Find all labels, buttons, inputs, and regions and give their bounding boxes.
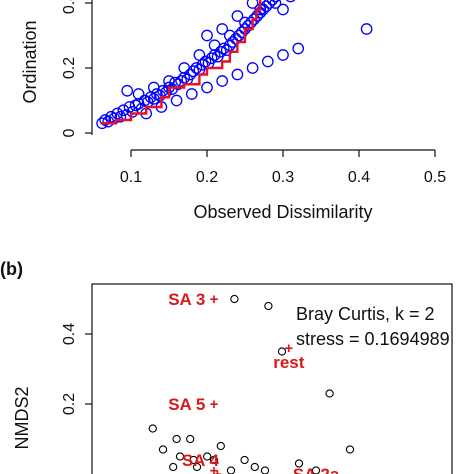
panel-a-point bbox=[231, 10, 244, 22]
panel-b-group-label: SA 2a bbox=[293, 465, 340, 474]
panel-b-y-tick-label: 0.4 bbox=[61, 323, 78, 345]
panel-a-point bbox=[193, 49, 206, 61]
panel-a-point bbox=[121, 84, 134, 97]
panel-a-point bbox=[184, 68, 197, 81]
panel-b-site-point bbox=[203, 452, 212, 461]
panel-a-point bbox=[285, 0, 296, 3]
panel-a-point bbox=[292, 42, 305, 55]
panel-b-group-label: SA 3 bbox=[168, 290, 205, 309]
panel-b: (b) 0.2 0.4 NMDS2 Bray Curtis, k = 2 stre… bbox=[0, 259, 453, 474]
panel-a-point bbox=[231, 68, 244, 81]
panel-b-centroid-marker: + bbox=[210, 463, 219, 474]
panel-a-point bbox=[175, 75, 188, 87]
panel-a-x-tick-label: 0.2 bbox=[196, 169, 218, 186]
panel-b-site-point bbox=[250, 462, 259, 472]
panel-a-point bbox=[170, 94, 183, 107]
panel-a-points bbox=[96, 0, 373, 130]
panel-a-point bbox=[111, 107, 124, 120]
panel-b-site-point bbox=[169, 462, 178, 472]
panel-b-site-point bbox=[209, 455, 219, 465]
panel-a-point bbox=[178, 62, 191, 74]
panel-a-point bbox=[185, 88, 198, 100]
panel-a-point bbox=[246, 0, 259, 9]
panel-b-site-points bbox=[148, 294, 355, 474]
panel-a-point bbox=[132, 88, 145, 100]
panel-a-point bbox=[270, 0, 281, 3]
panel-b-legend-line1: Bray Curtis, k = 2 bbox=[296, 304, 435, 324]
panel-b-site-point bbox=[226, 466, 236, 474]
panel-b-site-point bbox=[260, 466, 270, 474]
panel-a: 0 0.2 0.4 Ordination 0.1 0.2 0.3 0.4 0.5 Obser… bbox=[20, 0, 446, 222]
panel-b-site-point bbox=[240, 455, 249, 465]
panel-a-point bbox=[216, 23, 229, 35]
panel-a-point bbox=[269, 0, 282, 9]
panel-a-point bbox=[266, 0, 279, 6]
panel-b-site-point bbox=[172, 434, 181, 444]
panel-a-x-tick-label: 0.5 bbox=[424, 169, 446, 186]
panel-a-point bbox=[223, 39, 236, 52]
panel-b-group-label: SA 4 bbox=[182, 451, 220, 470]
panel-b-y-tick-label: 0.2 bbox=[61, 393, 78, 415]
panel-b-site-point bbox=[294, 459, 304, 468]
panel-b-plot-frame bbox=[91, 283, 453, 474]
panel-b-site-point bbox=[186, 434, 195, 444]
panel-a-y-tick-label: 0 bbox=[61, 128, 78, 137]
panel-b-site-point bbox=[345, 445, 355, 454]
panel-a-y-tick-label: 0.4 bbox=[61, 0, 78, 14]
panel-a-point bbox=[208, 39, 221, 52]
panel-a-point bbox=[205, 52, 218, 65]
panel-a-point bbox=[360, 23, 373, 35]
panel-b-centroid-marker: + bbox=[210, 396, 219, 413]
panel-a-point bbox=[277, 3, 289, 16]
panel-b-centroid-marker: + bbox=[210, 291, 219, 308]
panel-b-site-point bbox=[325, 389, 334, 398]
panel-a-step-line bbox=[100, 0, 262, 125]
panel-b-y-label: NMDS2 bbox=[12, 386, 32, 449]
panel-b-centroid-marker: + bbox=[213, 466, 222, 474]
panel-a-point bbox=[163, 75, 175, 87]
panel-b-site-point bbox=[311, 466, 321, 474]
panel-a-x-tick-label: 0.4 bbox=[348, 169, 370, 186]
panel-a-point bbox=[147, 81, 160, 94]
panel-b-site-point bbox=[158, 445, 168, 454]
panel-b-site-point bbox=[148, 424, 157, 433]
panel-a-point bbox=[277, 49, 289, 61]
panel-a-x-label: Observed Dissimilarity bbox=[193, 202, 372, 222]
panel-a-point bbox=[261, 55, 274, 68]
panel-a-point bbox=[263, 0, 276, 9]
panel-a-point bbox=[246, 62, 259, 74]
panel-a-point bbox=[230, 32, 242, 45]
panel-b-centroid-marker: + bbox=[284, 340, 293, 357]
panel-b-site-point bbox=[216, 441, 225, 451]
panel-b-site-point bbox=[175, 452, 185, 461]
panel-a-point bbox=[216, 75, 229, 87]
panel-b-site-point bbox=[230, 294, 239, 304]
panel-a-point bbox=[245, 16, 257, 29]
panel-a-point bbox=[114, 110, 127, 123]
panel-b-site-point bbox=[189, 455, 198, 465]
panel-b-site-point bbox=[192, 462, 202, 472]
panel-a-x-ticks: 0.1 0.2 0.3 0.4 0.5 bbox=[120, 150, 446, 186]
panel-a-x-tick-label: 0.1 bbox=[120, 169, 142, 186]
panel-a-x-tick-label: 0.3 bbox=[272, 169, 294, 186]
panel-b-group-label: SA 5 bbox=[168, 395, 205, 414]
panel-b-legend-line2: stress = 0.1694989 bbox=[296, 329, 450, 349]
panel-a-y-tick-label: 0.2 bbox=[61, 57, 78, 79]
panel-b-site-point bbox=[264, 301, 273, 311]
panel-b-group-label: rest bbox=[273, 353, 305, 372]
panel-b-label: (b) bbox=[0, 259, 23, 279]
panel-a-point bbox=[214, 45, 227, 58]
panel-a-point bbox=[201, 29, 213, 42]
panel-b-y-ticks: 0.2 0.4 bbox=[61, 323, 92, 415]
panel-a-y-label: Ordination bbox=[20, 20, 40, 103]
panel-a-point bbox=[223, 29, 236, 42]
panel-a-y-ticks: 0 0.2 0.4 bbox=[61, 0, 92, 137]
panel-b-site-point bbox=[277, 347, 287, 356]
panel-a-point bbox=[239, 16, 251, 29]
panel-a-point bbox=[201, 81, 213, 94]
